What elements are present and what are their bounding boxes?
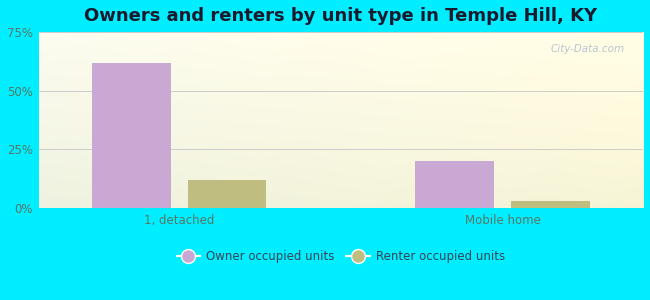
Title: Owners and renters by unit type in Temple Hill, KY: Owners and renters by unit type in Templ… xyxy=(84,7,597,25)
Legend: Owner occupied units, Renter occupied units: Owner occupied units, Renter occupied un… xyxy=(172,246,510,268)
Bar xyxy=(415,161,494,208)
Bar xyxy=(188,180,266,208)
Bar xyxy=(92,63,171,208)
Bar xyxy=(511,201,590,208)
Text: City-Data.com: City-Data.com xyxy=(551,44,625,54)
